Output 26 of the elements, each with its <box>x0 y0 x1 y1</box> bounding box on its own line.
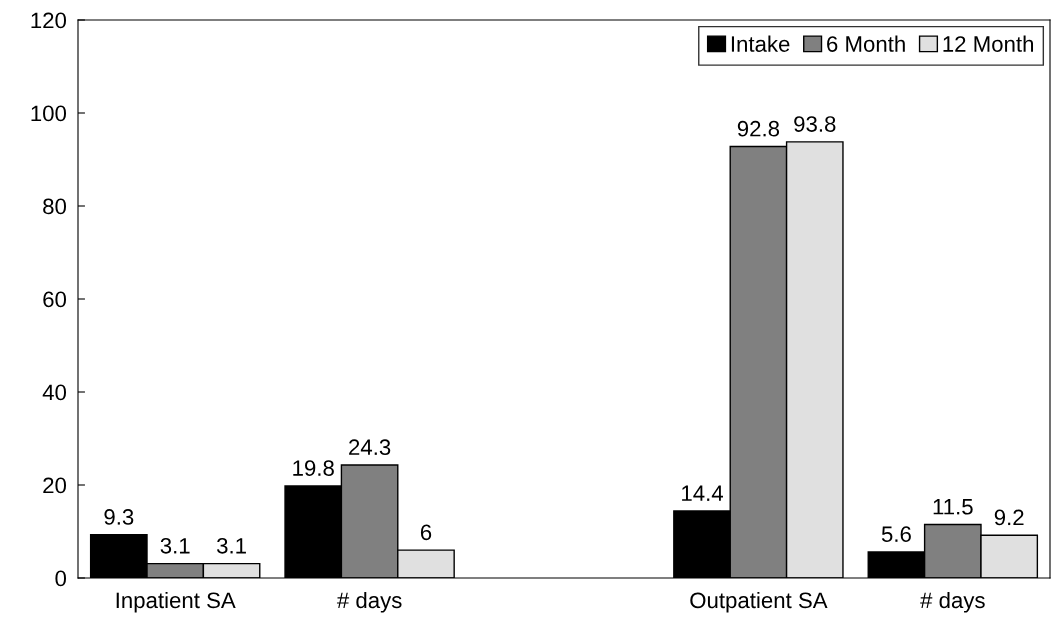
data-label: 14.4 <box>682 485 723 501</box>
x-tick-label: # days <box>920 591 985 613</box>
y-tick-label: 20 <box>43 477 67 494</box>
legend-label: Intake <box>731 35 790 52</box>
data-label: 5.6 <box>881 526 911 543</box>
y-tick-label: 60 <box>43 291 67 308</box>
data-label: 3.1 <box>216 537 246 554</box>
data-label: 9.3 <box>104 509 134 525</box>
y-tick-label: 100 <box>31 105 67 122</box>
legend-label: 12 Month <box>943 35 1034 52</box>
x-tick-label: # days <box>336 591 402 613</box>
data-label: 11.5 <box>933 499 973 515</box>
y-tick-label: 40 <box>42 384 67 401</box>
data-label: 19.8 <box>293 460 334 476</box>
y-tick-label: 80 <box>43 198 67 215</box>
data-label: 9.2 <box>994 509 1024 526</box>
data-label: 93.8 <box>794 116 836 132</box>
y-tick-label: 120 <box>31 12 67 29</box>
data-label: 24.3 <box>349 439 391 456</box>
data-label: 6 <box>420 524 432 541</box>
data-label: 3.1 <box>160 537 190 554</box>
x-tick-label: Outpatient SA <box>690 591 828 613</box>
legend-label: 6 Month <box>827 35 905 52</box>
y-tick-label: 0 <box>55 570 67 587</box>
x-tick-label: Inpatient SA <box>116 591 236 613</box>
data-label: 92.8 <box>737 120 780 137</box>
